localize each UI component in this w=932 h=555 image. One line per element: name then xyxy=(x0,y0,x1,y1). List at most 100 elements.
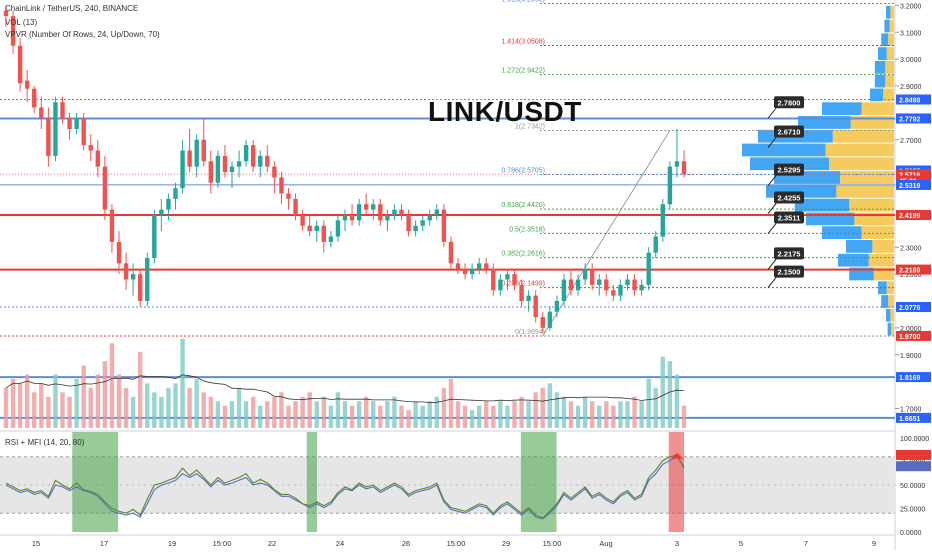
candle-body-10 xyxy=(74,118,79,129)
x-tick-label-5: 24 xyxy=(336,539,344,548)
callout-box-0 xyxy=(774,96,804,109)
price-tag-8 xyxy=(896,302,931,313)
volume-bar-62 xyxy=(441,387,447,428)
volume-bar-34 xyxy=(243,401,249,428)
callout-box-5 xyxy=(774,247,804,260)
candle-body-4 xyxy=(32,88,37,108)
y-tick-label-5: 2.3000 xyxy=(900,245,922,252)
candle-body-57 xyxy=(406,215,411,232)
volume-bar-58 xyxy=(413,401,418,428)
rsi-tick-label-4: 0.0000 xyxy=(900,530,922,537)
volume-bar-43 xyxy=(307,392,312,428)
callout-label-4: 2.3511 xyxy=(778,214,801,223)
candle-body-94 xyxy=(667,166,673,205)
vpvr-down-14 xyxy=(849,198,894,212)
vpvr-down-22 xyxy=(890,308,894,322)
vpvr-down-1 xyxy=(889,19,894,33)
candle-body-87 xyxy=(618,284,623,296)
rsi-mfi-label[interactable]: RSI + MFI (14, 20, 80) xyxy=(5,438,85,447)
vpvr-down-5 xyxy=(885,74,894,88)
fib-label-1: 1.414(3.0508) xyxy=(501,38,545,45)
vpvr-up-14 xyxy=(794,198,850,212)
candle-body-44 xyxy=(314,225,319,232)
price-tag-label-10: 1.8169 xyxy=(899,375,921,382)
volume-indicator-label[interactable]: VOL (13) xyxy=(5,18,38,27)
candle-body-33 xyxy=(236,161,242,167)
volume-bar-79 xyxy=(561,396,567,428)
vpvr-up-7 xyxy=(822,102,862,116)
price-tag-7 xyxy=(896,264,931,275)
volume-bar-35 xyxy=(250,396,256,428)
vpvr-indicator-label[interactable]: VPVR (Number Of Rows, 24, Up/Down, 70) xyxy=(5,30,160,39)
vpvr-down-7 xyxy=(861,102,894,116)
vpvr-down-0 xyxy=(890,5,894,19)
volume-bar-20 xyxy=(145,383,150,428)
x-tick-label-9: 15:00 xyxy=(543,539,562,548)
candle-body-0 xyxy=(3,10,9,17)
volume-bar-38 xyxy=(272,396,277,428)
candle-body-52 xyxy=(371,204,376,210)
x-tick-label-7: 15:00 xyxy=(447,539,466,548)
fib-label-4: 0.786(2.5705) xyxy=(501,168,545,175)
candle-body-90 xyxy=(639,284,644,291)
candle-body-12 xyxy=(88,145,93,151)
vpvr-up-3 xyxy=(878,47,887,60)
candle-body-84 xyxy=(597,279,602,285)
vpvr-up-0 xyxy=(886,5,891,19)
candle-body-85 xyxy=(604,279,609,291)
volume-bar-18 xyxy=(130,396,136,428)
mfi-line xyxy=(5,456,685,520)
candle-body-9 xyxy=(67,118,72,129)
fib-label-8: 0.236(2.1499) xyxy=(501,281,545,288)
volume-bar-10 xyxy=(74,378,79,428)
volume-bar-70 xyxy=(498,401,503,428)
volume-bar-37 xyxy=(265,401,270,428)
vpvr-down-18 xyxy=(868,253,894,267)
volume-bar-71 xyxy=(505,405,510,428)
candle-body-74 xyxy=(526,295,531,301)
candle-body-47 xyxy=(335,220,341,237)
x-tick-label-2: 19 xyxy=(168,539,176,548)
candle-body-11 xyxy=(81,118,86,146)
candle-body-78 xyxy=(554,301,560,312)
vpvr-down-2 xyxy=(888,33,894,47)
candle-body-41 xyxy=(293,198,298,215)
price-tag-6 xyxy=(896,210,931,221)
price-tag-5 xyxy=(896,179,931,190)
volume-bar-74 xyxy=(526,401,531,428)
volume-bar-30 xyxy=(215,401,221,428)
vpvr-up-4 xyxy=(874,60,886,74)
candle-body-7 xyxy=(53,102,58,156)
candle-body-50 xyxy=(356,204,362,221)
callout-label-5: 2.2175 xyxy=(778,249,801,258)
candle-body-75 xyxy=(533,295,538,318)
candle-body-2 xyxy=(17,45,23,84)
volume-bar-85 xyxy=(604,401,609,428)
candle-body-29 xyxy=(208,161,214,183)
candle-body-56 xyxy=(399,209,404,215)
candle-body-24 xyxy=(173,188,178,199)
vpvr-up-17 xyxy=(846,240,873,253)
candle-body-51 xyxy=(363,204,369,210)
symbol-line: ChainLink / TetherUS, 240, BINANCE xyxy=(5,4,139,13)
volume-bar-4 xyxy=(32,392,37,428)
rsi-value-tag xyxy=(896,449,931,460)
candle-body-58 xyxy=(413,225,418,232)
price-tag-1 xyxy=(896,113,931,124)
volume-bar-6 xyxy=(46,396,51,428)
vpvr-down-20 xyxy=(886,281,894,295)
volume-bar-39 xyxy=(279,392,284,428)
candle-body-49 xyxy=(349,215,355,221)
volume-bar-41 xyxy=(293,401,298,428)
volume-bar-2 xyxy=(17,383,23,428)
candle-body-61 xyxy=(434,209,440,215)
volume-bar-83 xyxy=(589,401,595,428)
callout-box-6 xyxy=(774,265,804,278)
volume-bar-87 xyxy=(618,401,623,428)
volume-bar-26 xyxy=(187,387,192,428)
callout-label-3: 2.4255 xyxy=(778,194,801,203)
volume-bar-96 xyxy=(681,405,687,428)
volume-bar-84 xyxy=(597,405,602,428)
